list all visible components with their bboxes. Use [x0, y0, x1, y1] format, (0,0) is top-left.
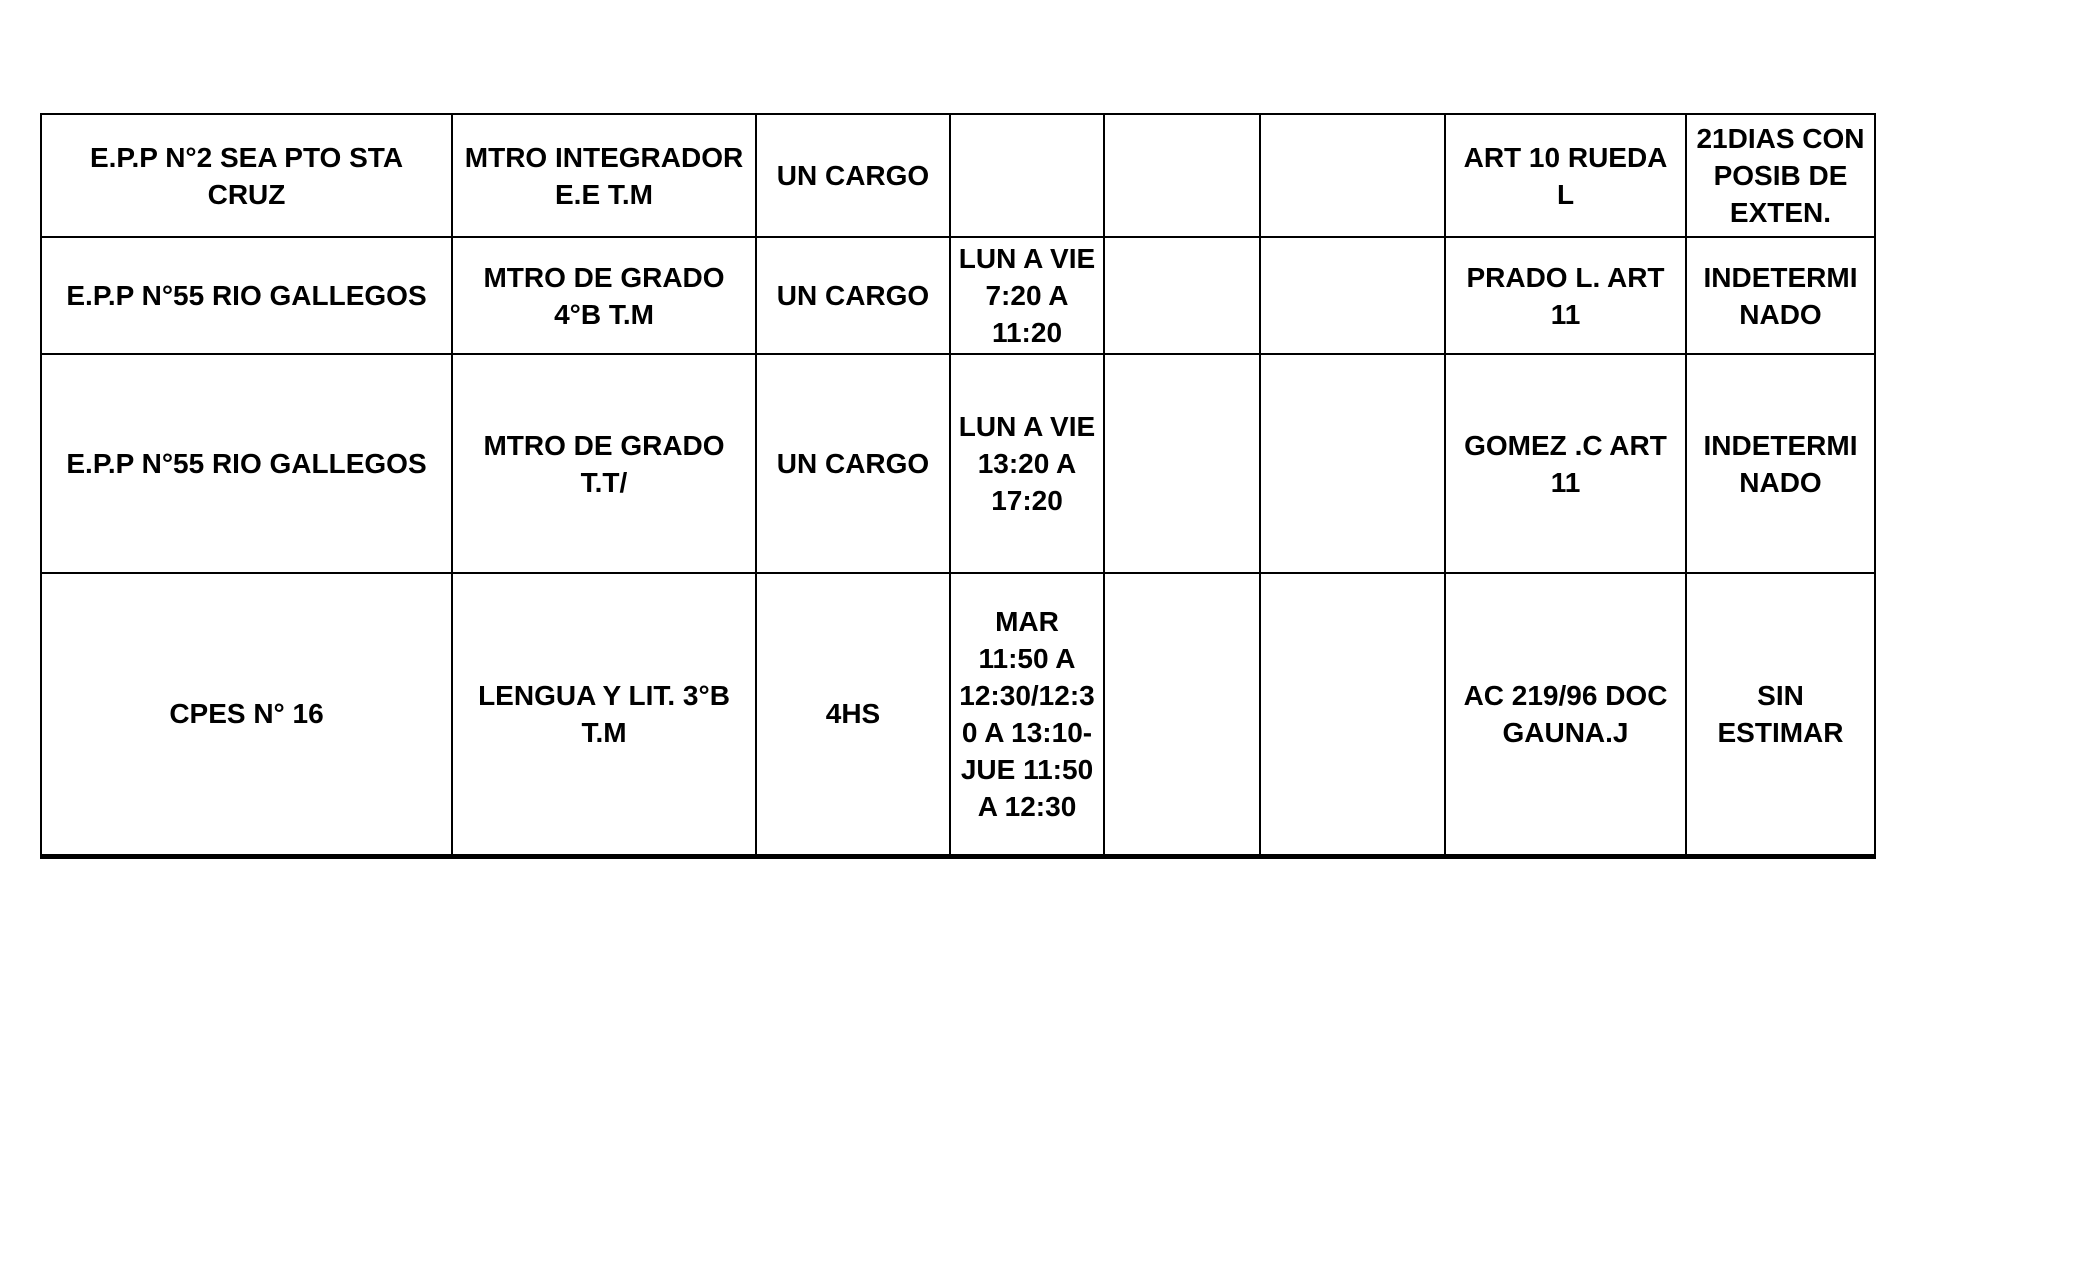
cell-empty-b	[1259, 236, 1446, 355]
table-row: E.P.P N°2 SEA PTO STA CRUZ MTRO INTEGRAD…	[40, 113, 1876, 238]
cell-school: E.P.P N°55 RIO GALLEGOS	[40, 353, 453, 574]
cell-position: MTRO DE GRADO T.T/	[451, 353, 757, 574]
cell-reference: ART 10 RUEDA L	[1444, 113, 1687, 238]
cell-duration: INDETERMI NADO	[1685, 236, 1876, 355]
cell-reference: AC 219/96 DOC GAUNA.J	[1444, 572, 1687, 857]
cell-empty-b	[1259, 572, 1446, 857]
cell-duration: 21DIAS CON POSIB DE EXTEN.	[1685, 113, 1876, 238]
cell-position: LENGUA Y LIT. 3°B T.M	[451, 572, 757, 857]
cell-empty-a	[1103, 236, 1261, 355]
cell-reference: PRADO L. ART 11	[1444, 236, 1687, 355]
table-row: CPES N° 16 LENGUA Y LIT. 3°B T.M 4HS MAR…	[40, 572, 1876, 857]
cell-schedule: LUN A VIE 7:20 A 11:20	[949, 236, 1105, 355]
cell-empty-b	[1259, 353, 1446, 574]
cell-empty-a	[1103, 113, 1261, 238]
cell-workload: UN CARGO	[755, 353, 951, 574]
cell-workload: UN CARGO	[755, 236, 951, 355]
cell-reference: GOMEZ .C ART 11	[1444, 353, 1687, 574]
cell-position: MTRO INTEGRADOR E.E T.M	[451, 113, 757, 238]
cell-empty-a	[1103, 572, 1261, 857]
cell-schedule: LUN A VIE 13:20 A 17:20	[949, 353, 1105, 574]
cell-school: E.P.P N°55 RIO GALLEGOS	[40, 236, 453, 355]
cell-schedule	[949, 113, 1105, 238]
cell-school: CPES N° 16	[40, 572, 453, 857]
cell-school: E.P.P N°2 SEA PTO STA CRUZ	[40, 113, 453, 238]
cell-schedule: MAR 11:50 A 12:30/12:3 0 A 13:10- JUE 11…	[949, 572, 1105, 857]
cell-duration: SIN ESTIMAR	[1685, 572, 1876, 857]
cell-duration: INDETERMI NADO	[1685, 353, 1876, 574]
cell-workload: 4HS	[755, 572, 951, 857]
table-row: E.P.P N°55 RIO GALLEGOS MTRO DE GRADO 4°…	[40, 236, 1876, 355]
assignments-table: E.P.P N°2 SEA PTO STA CRUZ MTRO INTEGRAD…	[40, 113, 1876, 859]
cell-position: MTRO DE GRADO 4°B T.M	[451, 236, 757, 355]
table-row: E.P.P N°55 RIO GALLEGOS MTRO DE GRADO T.…	[40, 353, 1876, 574]
cell-workload: UN CARGO	[755, 113, 951, 238]
cell-empty-a	[1103, 353, 1261, 574]
cell-empty-b	[1259, 113, 1446, 238]
